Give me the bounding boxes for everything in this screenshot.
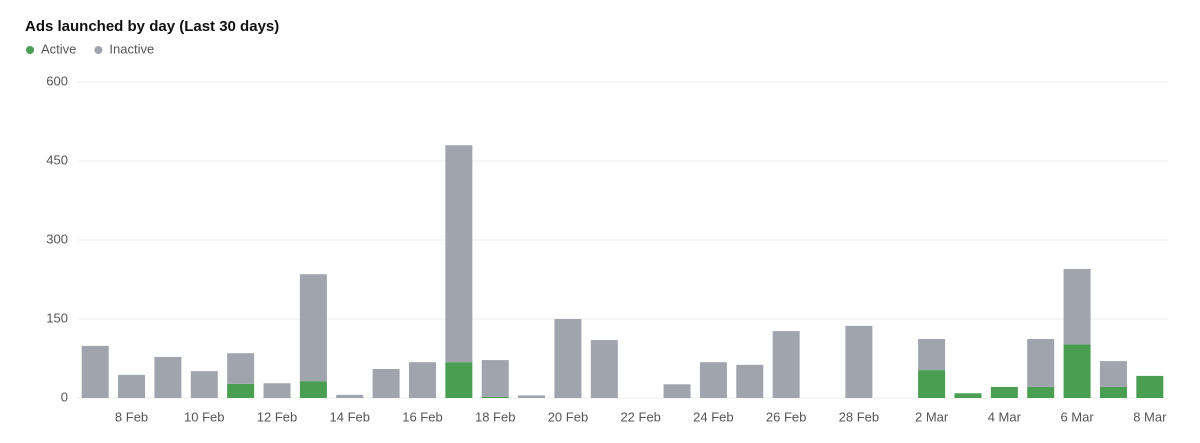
bar-segment: [299, 381, 327, 398]
bar-segment: [1136, 375, 1164, 398]
bar-segment: [1027, 386, 1055, 398]
bar-segment: [1099, 361, 1127, 387]
legend-swatch: [94, 46, 103, 54]
bar-segment: [445, 362, 473, 398]
bar-segment: [81, 345, 109, 398]
x-tick-label: 6 Mar: [1060, 409, 1094, 424]
x-tick-label: 8 Feb: [115, 409, 148, 424]
bar-segment: [118, 374, 146, 398]
y-tick-label: 450: [46, 152, 68, 167]
x-tick-label: 20 Feb: [548, 409, 588, 424]
x-tick-label: 28 Feb: [839, 409, 879, 424]
bar-segment: [954, 393, 982, 398]
bar-segment: [845, 325, 873, 398]
y-tick-label: 600: [46, 73, 68, 88]
bar-segment: [590, 340, 618, 398]
x-tick-label: 12 Feb: [257, 409, 297, 424]
bar-segment: [554, 319, 582, 398]
bar-segment: [445, 145, 473, 363]
legend-label: Inactive: [109, 41, 154, 56]
chart-title: Ads launched by day (Last 30 days): [25, 18, 279, 35]
x-tick-label: 24 Feb: [693, 409, 733, 424]
x-tick-label: 22 Feb: [620, 409, 660, 424]
bar-segment: [227, 383, 255, 398]
x-tick-label: 26 Feb: [766, 409, 806, 424]
bar-segment: [736, 364, 764, 398]
bar-segment: [518, 395, 546, 398]
bar-segment: [372, 369, 400, 398]
x-tick-label: 2 Mar: [915, 409, 949, 424]
legend-label: Active: [41, 41, 76, 56]
bar-segment: [1027, 339, 1055, 387]
bar-segment: [263, 383, 291, 398]
bar-segment: [918, 339, 946, 371]
y-tick-label: 150: [46, 310, 68, 325]
bar-segment: [1099, 386, 1127, 398]
x-tick-label: 18 Feb: [475, 409, 515, 424]
y-tick-label: 300: [46, 231, 68, 246]
bar-segment: [299, 274, 327, 382]
bar-segment: [481, 396, 509, 398]
bar-segment: [990, 386, 1018, 398]
x-tick-label: 16 Feb: [402, 409, 442, 424]
bar-segment: [190, 371, 218, 398]
y-tick-label: 0: [61, 389, 68, 404]
bar-segment: [663, 384, 691, 398]
x-tick-label: 4 Mar: [988, 409, 1022, 424]
bar-segment: [336, 394, 364, 398]
bar-segment: [918, 370, 946, 398]
bar-segment: [699, 362, 727, 398]
bar-segment: [227, 353, 255, 384]
bar-segment: [1063, 344, 1091, 398]
x-tick-label: 10 Feb: [184, 409, 224, 424]
bar-segment: [154, 356, 182, 398]
x-tick-label: 8 Mar: [1133, 409, 1167, 424]
x-tick-label: 14 Feb: [330, 409, 370, 424]
bar-segment: [1063, 268, 1091, 345]
bar-segment: [481, 360, 509, 397]
legend-swatch: [26, 46, 34, 54]
bar-segment: [772, 331, 800, 398]
bar-segment: [408, 362, 436, 398]
